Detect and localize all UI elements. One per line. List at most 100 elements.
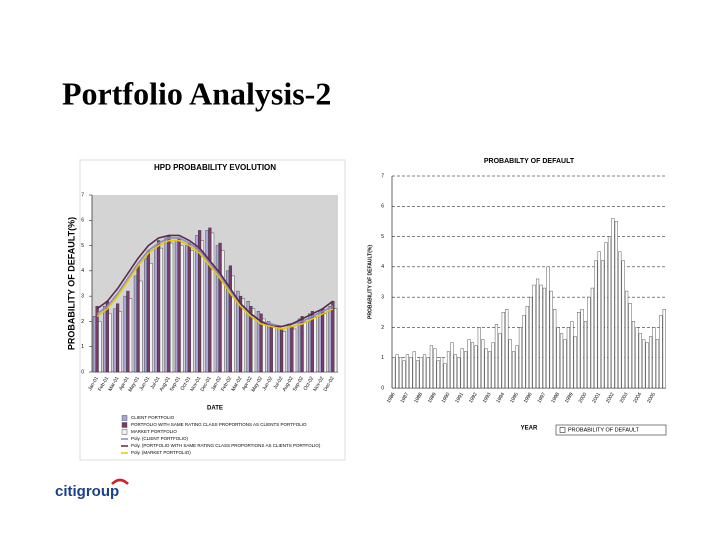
bar bbox=[529, 296, 533, 389]
legend-label: Poly. (CLIENT PORTFOLIO) bbox=[131, 436, 189, 441]
bar bbox=[549, 290, 553, 389]
y-tick-label: 7 bbox=[381, 173, 384, 179]
bar bbox=[649, 336, 653, 389]
legend-label: CLIENT PORTFOLIO bbox=[131, 415, 175, 420]
bar bbox=[218, 242, 222, 373]
bar bbox=[392, 357, 396, 389]
x-tick-label: 1997 bbox=[537, 391, 548, 404]
x-tick-label: 2000 bbox=[578, 391, 589, 404]
bar bbox=[443, 363, 447, 389]
bar bbox=[460, 348, 464, 389]
bar bbox=[518, 327, 523, 389]
legend-box bbox=[555, 424, 667, 436]
bar bbox=[539, 284, 543, 389]
y-tick-label: 4 bbox=[381, 264, 384, 270]
x-tick-label: 1999 bbox=[564, 391, 575, 404]
bar bbox=[635, 327, 639, 389]
chart-title: PROBABILTY OF DEFAULT bbox=[484, 158, 575, 165]
trend-line bbox=[96, 239, 334, 330]
bar bbox=[440, 357, 444, 389]
bar bbox=[174, 240, 178, 373]
x-tick-label: 2003 bbox=[619, 391, 630, 404]
bar bbox=[546, 266, 550, 389]
bar bbox=[597, 251, 601, 389]
bar bbox=[525, 306, 529, 389]
bar bbox=[318, 311, 322, 373]
bar bbox=[118, 311, 122, 373]
bar bbox=[409, 357, 413, 389]
y-tick-label: 2 bbox=[81, 319, 84, 325]
x-tick-label: 2002 bbox=[605, 391, 616, 404]
x-tick-label: 2005 bbox=[646, 391, 657, 404]
legend-label: Poly. (PORTFOLIO WITH SAME RATING CLASS … bbox=[131, 443, 321, 448]
bar bbox=[215, 245, 219, 373]
bar bbox=[655, 339, 660, 389]
x-axis-label: YEAR bbox=[521, 426, 538, 432]
slide-title: Portfolio Analysis-2 bbox=[62, 75, 331, 111]
bar bbox=[446, 351, 451, 389]
trend-line bbox=[96, 234, 334, 328]
x-tick-label: 1990 bbox=[441, 391, 452, 404]
bar bbox=[395, 354, 399, 389]
x-tick-label: 1987 bbox=[400, 391, 411, 404]
bar bbox=[267, 321, 271, 373]
y-tick-label: 5 bbox=[381, 234, 384, 240]
bar bbox=[642, 339, 646, 389]
y-tick-label: 6 bbox=[81, 218, 84, 224]
y-tick-label: 2 bbox=[381, 325, 384, 331]
bar bbox=[638, 333, 642, 389]
bar bbox=[481, 339, 485, 389]
bar bbox=[398, 357, 403, 389]
y-axis-label: PROBABILITY OF DEFAULT(%) bbox=[66, 217, 76, 350]
bar bbox=[573, 336, 577, 389]
bar bbox=[577, 312, 581, 389]
bar bbox=[457, 357, 461, 389]
bar bbox=[488, 351, 492, 389]
bar bbox=[645, 342, 649, 389]
x-tick-label: 1998 bbox=[550, 391, 561, 404]
bar bbox=[205, 230, 209, 373]
bar bbox=[594, 260, 598, 389]
bar bbox=[149, 263, 153, 373]
bar bbox=[559, 333, 564, 389]
bar bbox=[659, 315, 663, 389]
legend-swatch bbox=[121, 415, 128, 421]
bar bbox=[433, 348, 437, 389]
bar bbox=[542, 287, 546, 389]
bar bbox=[419, 357, 423, 389]
legend-label: MARKET PORTFOLIO bbox=[131, 429, 177, 434]
bar bbox=[464, 351, 468, 389]
y-tick-label: 0 bbox=[81, 369, 84, 375]
bar bbox=[154, 245, 158, 373]
bar bbox=[272, 326, 276, 373]
x-tick-label: 2004 bbox=[632, 391, 643, 404]
bar bbox=[618, 251, 622, 389]
bar bbox=[450, 342, 454, 389]
bar bbox=[453, 354, 457, 389]
bar bbox=[477, 327, 481, 389]
bar bbox=[126, 290, 130, 373]
y-tick-label: 1 bbox=[81, 344, 84, 350]
bar bbox=[652, 327, 656, 389]
bar bbox=[426, 357, 430, 389]
x-tick-label: 1995 bbox=[509, 391, 520, 404]
bar bbox=[282, 331, 286, 373]
y-tick-label: 1 bbox=[381, 355, 384, 361]
bar bbox=[228, 265, 232, 373]
logo: citigroup bbox=[55, 483, 119, 500]
bar bbox=[587, 296, 591, 389]
bar bbox=[662, 309, 666, 389]
bar bbox=[590, 287, 594, 389]
bar bbox=[402, 360, 406, 389]
plot-area bbox=[392, 176, 666, 388]
bar bbox=[467, 339, 471, 389]
legend-label: PROBABILITY OF DEFAULT bbox=[568, 427, 640, 433]
bar bbox=[553, 309, 557, 389]
bar bbox=[105, 301, 109, 373]
bar bbox=[144, 258, 148, 373]
bar bbox=[308, 313, 312, 373]
bar bbox=[611, 218, 615, 389]
y-tick-label: 3 bbox=[381, 294, 384, 300]
bar bbox=[491, 342, 495, 389]
bar bbox=[139, 280, 143, 373]
